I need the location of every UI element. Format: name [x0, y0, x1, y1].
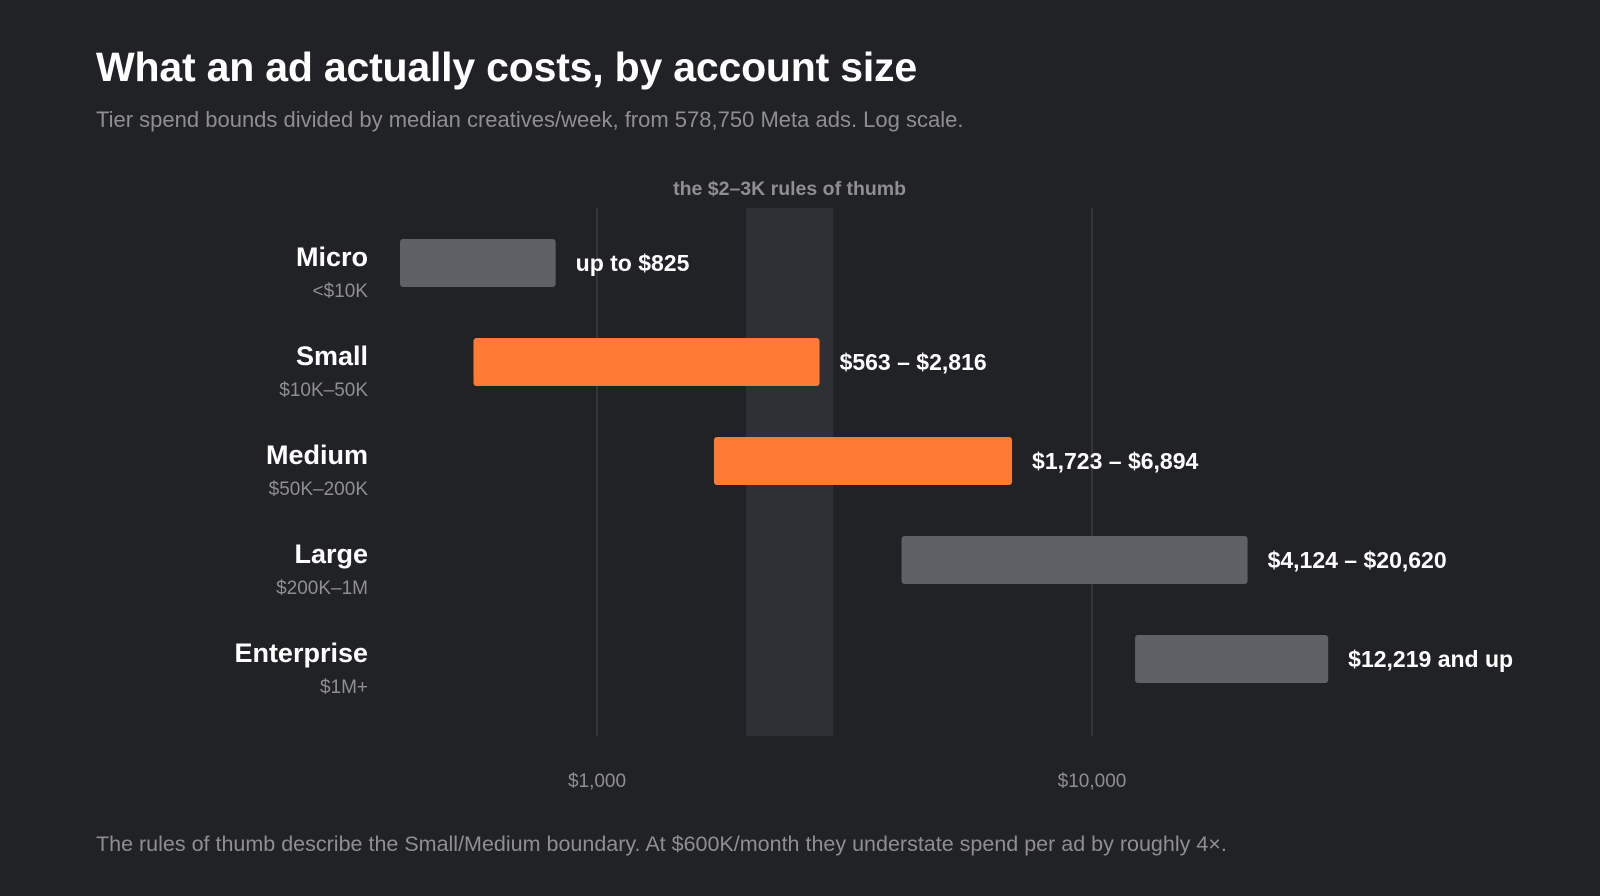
category-spend-tier: $10K–50K — [279, 380, 368, 401]
chart-title: What an ad actually costs, by account si… — [96, 44, 917, 90]
range-bar — [901, 536, 1248, 584]
category-name: Small — [296, 341, 368, 371]
category-name: Enterprise — [234, 638, 368, 668]
range-value-label: up to $825 — [576, 250, 690, 276]
range-value-label: $4,124 – $20,620 — [1268, 547, 1447, 573]
category-name: Medium — [266, 440, 368, 470]
range-bar — [713, 437, 1013, 485]
category-name: Large — [294, 539, 368, 569]
x-tick-label: $1,000 — [568, 771, 626, 792]
range-bar — [473, 338, 820, 386]
category-name: Micro — [296, 242, 368, 272]
chart-footnote: The rules of thumb describe the Small/Me… — [96, 832, 1227, 856]
category-spend-tier: <$10K — [313, 281, 369, 302]
category-spend-tier: $200K–1M — [276, 578, 368, 599]
range-bar — [1135, 635, 1329, 683]
range-value-label: $12,219 and up — [1348, 646, 1513, 672]
chart-subtitle: Tier spend bounds divided by median crea… — [96, 107, 964, 132]
rule-of-thumb-band-label: the $2–3K rules of thumb — [673, 178, 906, 200]
range-value-label: $563 – $2,816 — [840, 349, 987, 375]
category-spend-tier: $1M+ — [320, 677, 368, 698]
x-tick-label: $10,000 — [1058, 771, 1127, 792]
category-spend-tier: $50K–200K — [269, 479, 369, 500]
range-value-label: $1,723 – $6,894 — [1032, 448, 1198, 474]
range-bar — [400, 239, 556, 287]
